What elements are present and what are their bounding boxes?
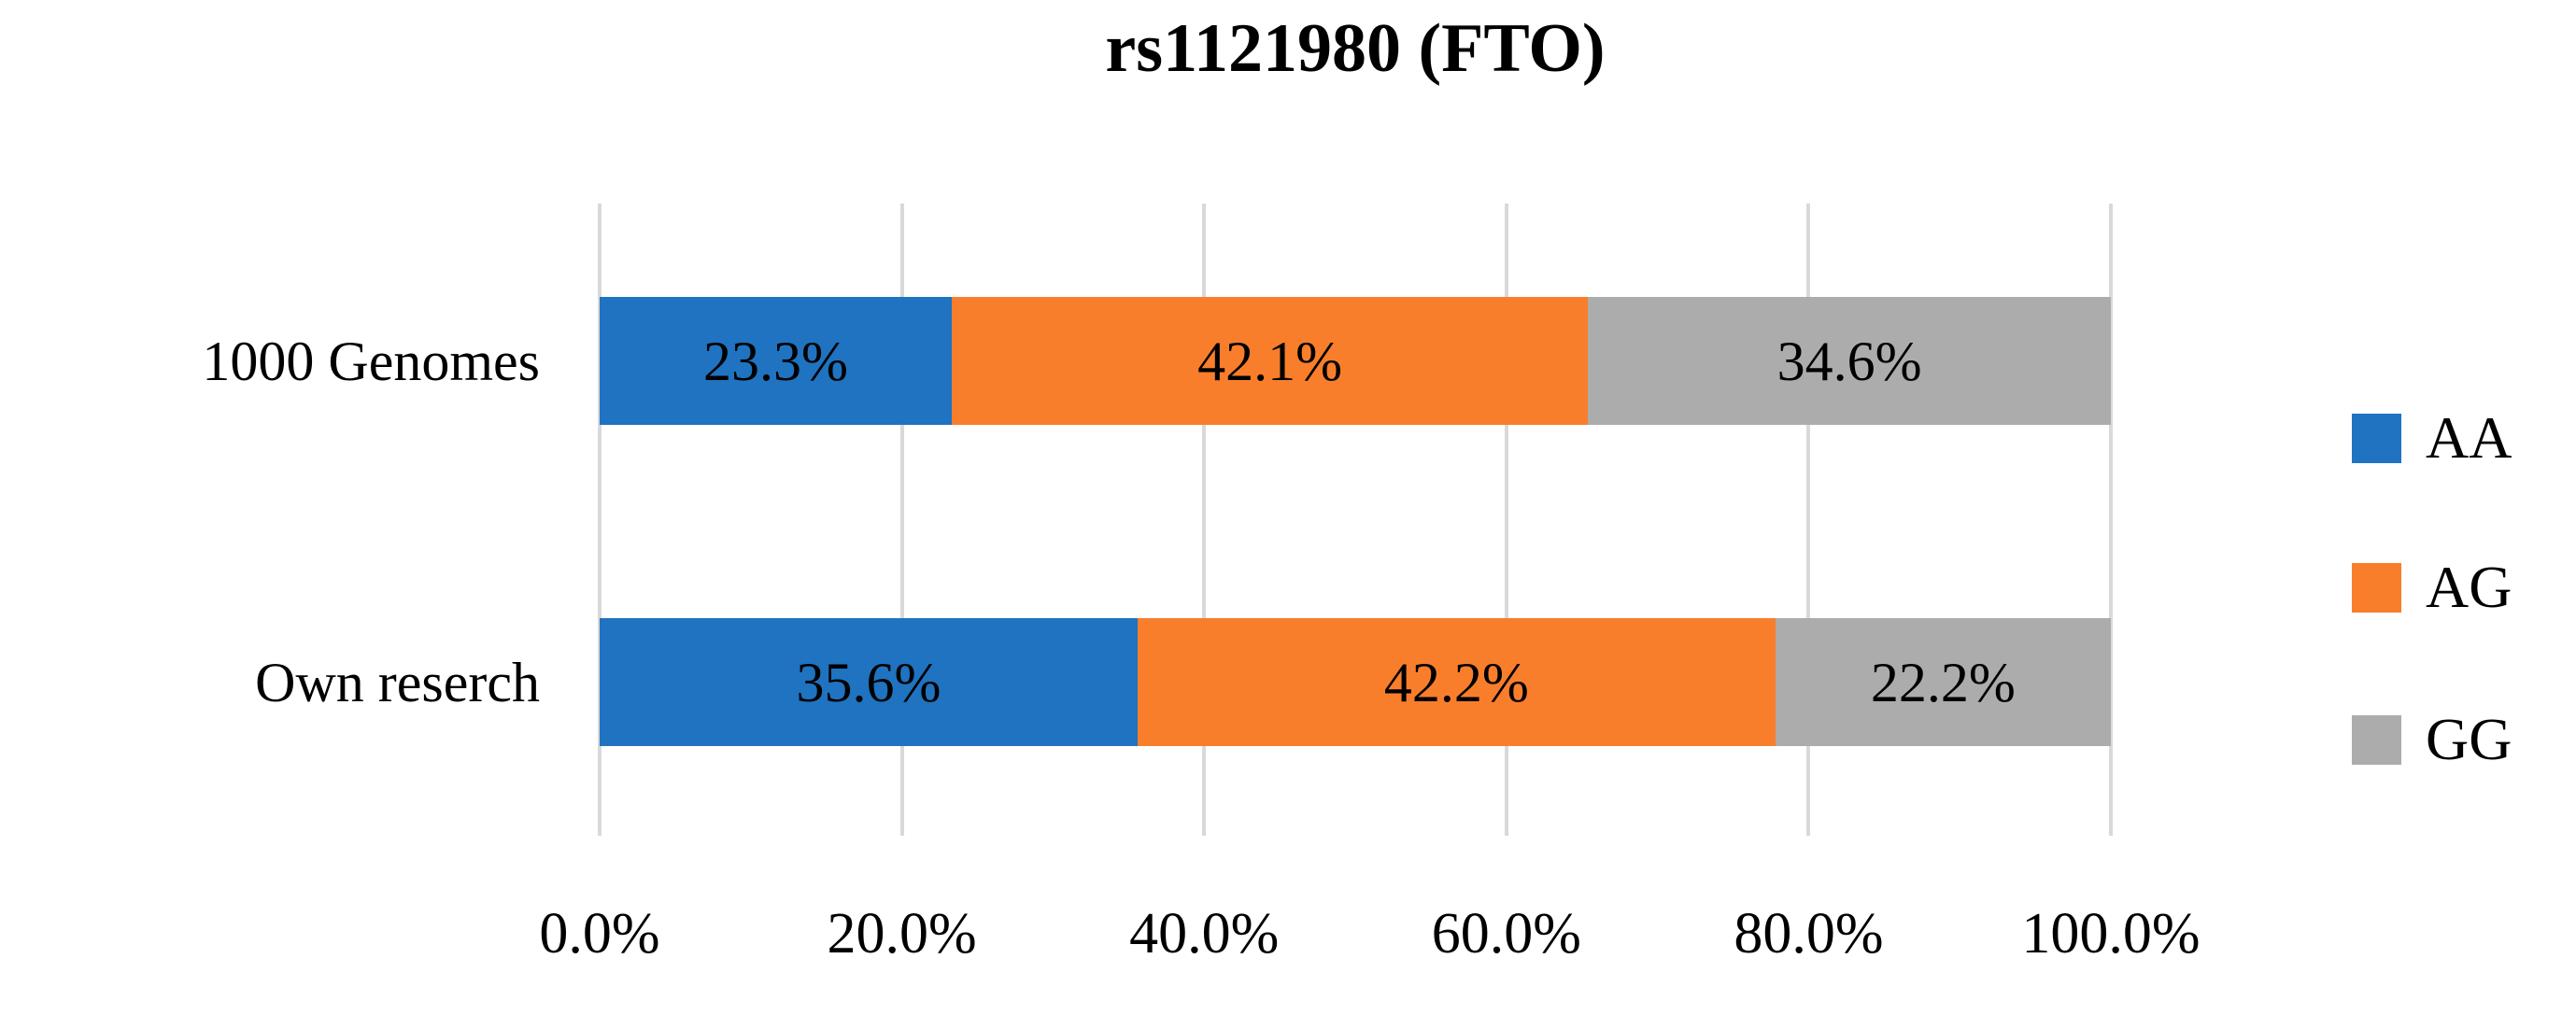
gridline: [1504, 204, 1508, 836]
gridline: [1806, 204, 1811, 836]
bar-row: 35.6% 42.2% 22.2%: [600, 618, 2111, 746]
data-label: 35.6%: [796, 651, 941, 713]
bar-row: 23.3% 42.1% 34.6%: [600, 297, 2111, 425]
gridline: [2109, 204, 2113, 836]
legend-label: AA: [2426, 404, 2512, 471]
bar-segment-gg: 34.6%: [1588, 297, 2111, 425]
chart-title: rs1121980 (FTO): [1105, 10, 1606, 87]
x-tick-label: 40.0%: [1129, 902, 1280, 966]
legend-label: AG: [2426, 554, 2512, 620]
data-label: 34.6%: [1776, 330, 1922, 392]
x-tick-label: 100.0%: [2021, 902, 2201, 966]
x-tick-label: 60.0%: [1431, 902, 1581, 966]
x-tick-label: 20.0%: [827, 902, 977, 966]
gridline: [899, 204, 904, 836]
data-label: 42.1%: [1197, 330, 1343, 392]
legend-swatch-icon: [2352, 413, 2401, 463]
x-tick-label: 0.0%: [539, 902, 660, 966]
data-label: 23.3%: [703, 330, 848, 392]
x-tick-label: 80.0%: [1734, 902, 1884, 966]
legend-entry-gg: GG: [2352, 710, 2512, 769]
bar-segment-gg: 22.2%: [1775, 618, 2111, 746]
category-label: 1000 Genomes: [202, 330, 540, 392]
legend: AA AG GG: [2352, 408, 2576, 782]
gridline: [1202, 204, 1207, 836]
legend-entry-ag: AG: [2352, 557, 2512, 617]
legend-label: GG: [2426, 706, 2512, 772]
plot-area: 23.3% 42.1% 34.6% 35.6% 42.2% 22.2%: [598, 204, 2113, 836]
legend-swatch-icon: [2352, 562, 2401, 613]
bar-segment-aa: 35.6%: [600, 618, 1138, 746]
category-label: Own reserch: [255, 651, 540, 713]
legend-swatch-icon: [2352, 714, 2401, 765]
bar-segment-ag: 42.2%: [1138, 618, 1776, 746]
bar-segment-aa: 23.3%: [600, 297, 952, 425]
gridline: [598, 204, 602, 836]
legend-entry-aa: AA: [2352, 408, 2512, 468]
data-label: 22.2%: [1870, 651, 2016, 713]
data-label: 42.2%: [1383, 651, 1529, 713]
bar-segment-ag: 42.1%: [951, 297, 1589, 425]
